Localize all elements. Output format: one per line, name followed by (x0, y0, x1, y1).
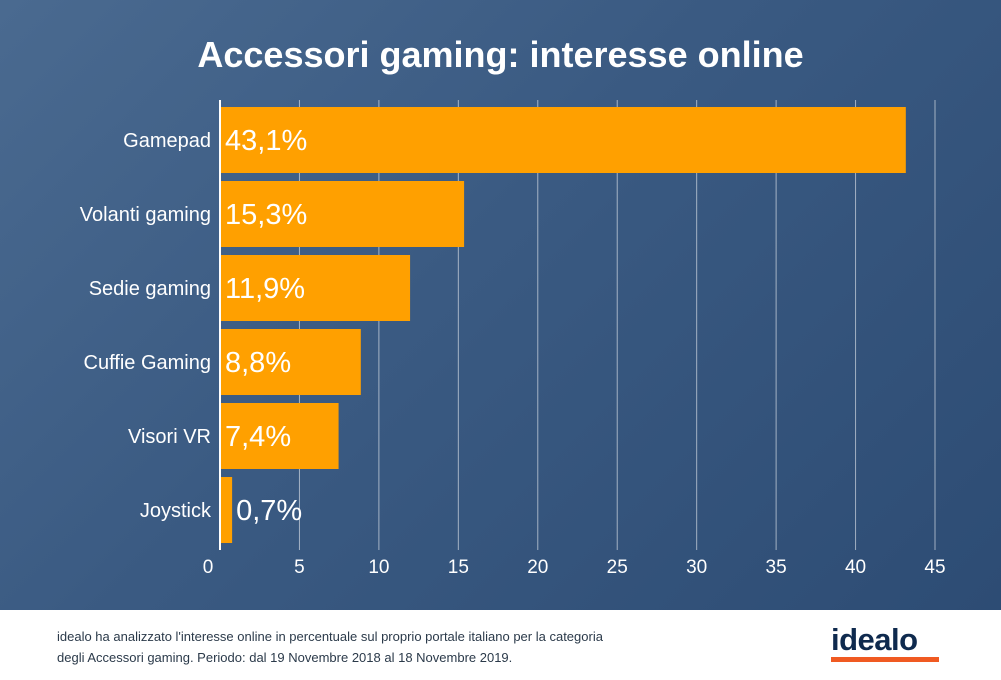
idealo-logo: idealo (831, 622, 918, 657)
data-label: 8,8% (225, 347, 291, 379)
data-label: 11,9% (225, 273, 305, 305)
x-tick-label: 15 (448, 557, 469, 578)
x-tick-label: 5 (294, 557, 305, 578)
photo-background: Accessori gaming: interesse online 0 5 10 1… (0, 0, 1001, 610)
x-tick-label: 10 (368, 557, 389, 578)
data-label: 7,4% (225, 421, 291, 453)
category-label: Gamepad (123, 130, 211, 152)
logo-underline (831, 657, 939, 662)
x-tick-label: 20 (527, 557, 548, 578)
category-label: Visori VR (128, 426, 211, 448)
bar (221, 181, 465, 247)
category-label: Cuffie Gaming (84, 352, 211, 374)
bar-chart: 0 5 10 15 20 25 30 35 40 45 Gamepad 43,1% Volanti ga… (80, 107, 945, 578)
bar (221, 477, 233, 543)
footnote: idealo ha analizzato l'interesse online … (57, 629, 603, 665)
x-tick-label: 25 (607, 557, 628, 578)
bar (221, 107, 906, 173)
x-tick-label: 30 (686, 557, 707, 578)
data-label: 43,1% (225, 125, 307, 157)
category-label: Joystick (140, 500, 212, 522)
bar (221, 403, 339, 469)
footer: idealo ha analizzato l'interesse online … (0, 610, 1001, 680)
category-label: Sedie gaming (89, 278, 211, 300)
category-label: Volanti gaming (80, 204, 211, 226)
x-tick-label: 0 (203, 557, 214, 578)
data-label: 0,7% (236, 495, 302, 527)
x-tick-label: 45 (924, 557, 945, 578)
bar (221, 329, 361, 395)
x-tick-label: 35 (766, 557, 787, 578)
data-label: 15,3% (225, 199, 307, 231)
x-tick-label: 40 (845, 557, 866, 578)
chart-title: Accessori gaming: interesse online (197, 34, 804, 75)
bar (221, 255, 411, 321)
